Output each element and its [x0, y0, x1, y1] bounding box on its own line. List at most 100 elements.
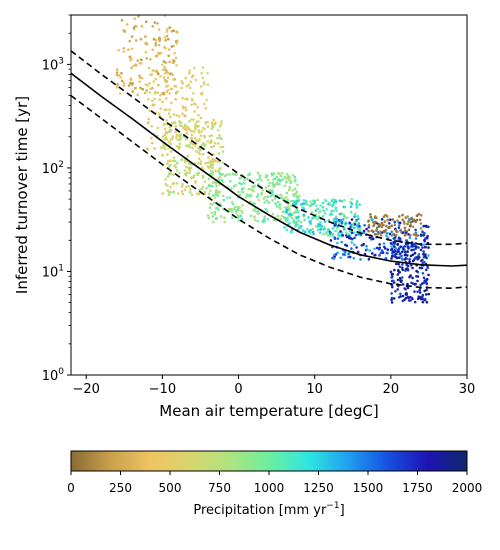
scatter-point	[154, 77, 158, 81]
scatter-point	[320, 225, 324, 228]
scatter-point	[166, 76, 170, 80]
scatter-point	[345, 234, 348, 237]
scatter-point	[311, 227, 315, 231]
scatter-point	[154, 39, 158, 42]
scatter-point	[422, 250, 426, 253]
scatter-point	[165, 138, 169, 141]
scatter-point	[210, 134, 214, 137]
scatter-point	[427, 273, 430, 277]
scatter-point	[285, 180, 288, 184]
scatter-point	[328, 213, 332, 216]
scatter-point	[235, 211, 238, 215]
scatter-point	[238, 181, 241, 185]
scatter-point	[377, 223, 381, 226]
scatter-point	[214, 169, 217, 173]
scatter-point	[333, 209, 337, 212]
scatter-point	[154, 90, 157, 94]
scatter-point	[213, 210, 217, 214]
scatter-point	[172, 191, 175, 194]
scatter-point	[302, 202, 305, 205]
scatter-point	[400, 257, 404, 261]
scatter-point	[315, 204, 318, 208]
scatter-point	[427, 246, 430, 249]
scatter-point	[342, 215, 346, 219]
scatter-point	[223, 174, 227, 178]
scatter-point	[411, 253, 415, 257]
scatter-point	[170, 122, 174, 125]
scatter-point	[399, 237, 402, 241]
fit-curve-dashed	[71, 50, 467, 246]
scatter-point	[321, 201, 325, 205]
y-tick-label: 102	[42, 160, 64, 177]
scatter-point	[220, 120, 223, 123]
scatter-point	[212, 153, 215, 156]
scatter-point	[175, 161, 179, 165]
scatter-point	[174, 56, 178, 60]
scatter-point	[367, 223, 371, 227]
scatter-point	[311, 202, 315, 206]
scatter-point	[401, 276, 404, 279]
scatter-point	[416, 290, 419, 294]
scatter-point	[202, 83, 206, 86]
scatter-point	[181, 112, 184, 115]
scatter-point	[385, 231, 389, 235]
scatter-point	[206, 161, 210, 165]
scatter-point	[245, 193, 249, 196]
scatter-point	[130, 35, 134, 38]
scatter-point	[222, 180, 225, 184]
scatter-point	[325, 208, 329, 211]
scatter-point	[371, 237, 375, 241]
scatter-point	[223, 220, 226, 224]
scatter-point	[168, 26, 172, 29]
scatter-point	[157, 72, 160, 75]
scatter-point	[347, 233, 351, 236]
scatter-point	[296, 223, 299, 226]
scatter-point	[419, 234, 423, 237]
scatter-point	[211, 166, 214, 169]
scatter-point	[177, 192, 180, 195]
scatter-point	[206, 214, 210, 217]
scatter-point	[384, 228, 388, 232]
scatter-point	[396, 219, 399, 222]
scatter-point	[265, 173, 268, 177]
scatter-point	[407, 247, 410, 250]
scatter-point	[193, 110, 196, 113]
scatter-point	[172, 29, 176, 32]
scatter-point	[393, 245, 396, 248]
scatter-point	[210, 211, 214, 215]
scatter-point	[283, 226, 286, 229]
scatter-point	[204, 161, 207, 165]
scatter-point	[390, 254, 394, 258]
scatter-point	[255, 195, 259, 199]
scatter-point	[401, 266, 404, 270]
scatter-point	[283, 175, 287, 179]
scatter-point	[202, 102, 206, 106]
scatter-point	[184, 108, 188, 112]
scatter-point	[386, 218, 389, 222]
scatter-point	[403, 245, 407, 248]
scatter-point	[336, 237, 340, 240]
scatter-point	[419, 222, 423, 225]
scatter-point	[216, 129, 220, 132]
scatter-point	[199, 160, 203, 163]
scatter-point	[249, 214, 253, 218]
scatter-point	[356, 250, 360, 254]
scatter-point	[209, 189, 212, 192]
scatter-point	[167, 54, 170, 57]
scatter-point	[201, 185, 205, 189]
scatter-point	[399, 245, 403, 248]
scatter-point	[152, 37, 156, 41]
scatter-point	[176, 138, 180, 142]
scatter-point	[207, 156, 210, 159]
scatter-point	[140, 24, 144, 28]
scatter-point	[426, 234, 429, 238]
scatter-point	[418, 255, 421, 259]
scatter-point	[353, 236, 356, 240]
scatter-point	[230, 216, 234, 219]
scatter-point	[334, 229, 337, 233]
scatter-point	[396, 242, 400, 246]
scatter-point	[267, 201, 271, 204]
scatter-point	[115, 71, 119, 74]
scatter-point	[396, 288, 400, 291]
scatter-point	[207, 216, 211, 220]
